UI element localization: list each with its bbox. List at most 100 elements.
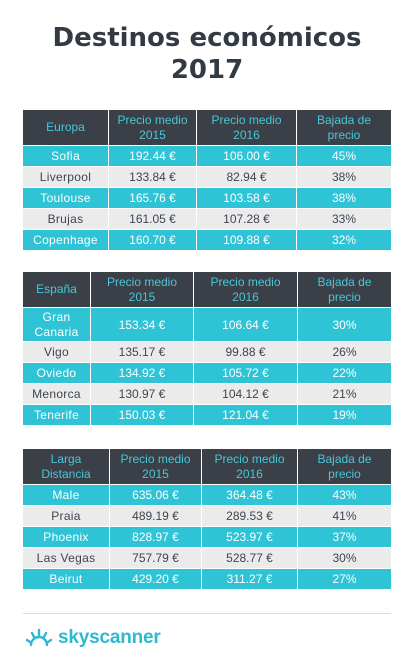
price-2015-cell: 130.97 €	[91, 384, 194, 405]
price-2015-cell: 635.06 €	[110, 485, 202, 506]
table-row: Oviedo 134.92 € 105.72 € 22%	[23, 363, 391, 384]
table-row: Tenerife 150.03 € 121.04 € 19%	[23, 405, 391, 426]
header-price-2016: Precio medio 2016	[197, 110, 297, 146]
price-2016-cell: 99.88 €	[194, 342, 298, 363]
price-2016-cell: 311.27 €	[202, 569, 298, 590]
larga-distancia-table: Larga Distancia Precio medio 2015 Precio…	[23, 449, 391, 590]
price-2016-cell: 103.58 €	[197, 188, 297, 209]
price-2016-cell: 106.64 €	[194, 308, 298, 342]
skyscanner-cloud-icon	[25, 628, 53, 647]
price-2015-cell: 757.79 €	[110, 548, 202, 569]
price-2015-cell: 429.20 €	[110, 569, 202, 590]
table-row: Liverpool 133.84 € 82.94 € 38%	[23, 167, 391, 188]
price-2016-cell: 528.77 €	[202, 548, 298, 569]
header-price-2015: Precio medio 2015	[110, 449, 202, 485]
drop-cell: 27%	[298, 569, 391, 590]
price-2016-cell: 105.72 €	[194, 363, 298, 384]
header-region: España	[23, 272, 91, 308]
title-line-2: 2017	[170, 55, 244, 85]
table-row: Brujas 161.05 € 107.28 € 33%	[23, 209, 391, 230]
page-title: Destinos económicos 2017	[0, 22, 414, 86]
brand-name: skyscanner	[58, 627, 161, 648]
drop-cell: 22%	[298, 363, 391, 384]
city-cell: Male	[23, 485, 110, 506]
title-line-1: Destinos económicos	[52, 23, 362, 53]
price-2016-cell: 82.94 €	[197, 167, 297, 188]
header-price-drop: Bajada de precio	[297, 110, 391, 146]
skyscanner-logo: skyscanner	[24, 625, 161, 651]
city-cell: Tenerife	[23, 405, 91, 426]
drop-cell: 33%	[297, 209, 391, 230]
city-cell: Brujas	[23, 209, 109, 230]
price-2015-cell: 161.05 €	[109, 209, 197, 230]
price-2015-cell: 165.76 €	[109, 188, 197, 209]
drop-cell: 30%	[298, 548, 391, 569]
price-2015-cell: 133.84 €	[109, 167, 197, 188]
drop-cell: 30%	[298, 308, 391, 342]
table-row: Las Vegas 757.79 € 528.77 € 30%	[23, 548, 391, 569]
drop-cell: 21%	[298, 384, 391, 405]
price-2016-cell: 104.12 €	[194, 384, 298, 405]
table-row: Gran Canaria 153.34 € 106.64 € 30%	[23, 308, 391, 342]
drop-cell: 41%	[298, 506, 391, 527]
drop-cell: 26%	[298, 342, 391, 363]
price-2016-cell: 109.88 €	[197, 230, 297, 251]
price-2015-cell: 135.17 €	[91, 342, 194, 363]
header-price-2016: Precio medio 2016	[194, 272, 298, 308]
table-row: Male 635.06 € 364.48 € 43%	[23, 485, 391, 506]
drop-cell: 37%	[298, 527, 391, 548]
price-2016-cell: 364.48 €	[202, 485, 298, 506]
price-2016-cell: 121.04 €	[194, 405, 298, 426]
city-cell: Gran Canaria	[23, 308, 91, 342]
table-row: Sofia 192.44 € 106.00 € 45%	[23, 146, 391, 167]
table-header-row: Europa Precio medio 2015 Precio medio 20…	[23, 110, 391, 146]
header-price-2015: Precio medio 2015	[91, 272, 194, 308]
header-price-2015: Precio medio 2015	[109, 110, 197, 146]
price-2016-cell: 107.28 €	[197, 209, 297, 230]
city-cell: Las Vegas	[23, 548, 110, 569]
drop-cell: 19%	[298, 405, 391, 426]
price-2016-cell: 289.53 €	[202, 506, 298, 527]
price-2015-cell: 150.03 €	[91, 405, 194, 426]
header-region: Europa	[23, 110, 109, 146]
table-row: Beirut 429.20 € 311.27 € 27%	[23, 569, 391, 590]
drop-cell: 45%	[297, 146, 391, 167]
espana-table: España Precio medio 2015 Precio medio 20…	[23, 272, 391, 426]
price-2015-cell: 134.92 €	[91, 363, 194, 384]
header-region: Larga Distancia	[23, 449, 110, 485]
city-cell: Sofia	[23, 146, 109, 167]
price-2016-cell: 106.00 €	[197, 146, 297, 167]
drop-cell: 38%	[297, 188, 391, 209]
table-row: Phoenix 828.97 € 523.97 € 37%	[23, 527, 391, 548]
city-cell: Beirut	[23, 569, 110, 590]
drop-cell: 43%	[298, 485, 391, 506]
table-row: Copenhage 160.70 € 109.88 € 32%	[23, 230, 391, 251]
city-cell: Toulouse	[23, 188, 109, 209]
city-cell: Liverpool	[23, 167, 109, 188]
price-2015-cell: 153.34 €	[91, 308, 194, 342]
table-row: Toulouse 165.76 € 103.58 € 38%	[23, 188, 391, 209]
price-2015-cell: 489.19 €	[110, 506, 202, 527]
header-price-drop: Bajada de precio	[298, 272, 391, 308]
price-2016-cell: 523.97 €	[202, 527, 298, 548]
price-2015-cell: 192.44 €	[109, 146, 197, 167]
city-cell: Praia	[23, 506, 110, 527]
header-price-drop: Bajada de precio	[298, 449, 391, 485]
city-cell: Menorca	[23, 384, 91, 405]
europa-table: Europa Precio medio 2015 Precio medio 20…	[23, 110, 391, 251]
drop-cell: 32%	[297, 230, 391, 251]
drop-cell: 38%	[297, 167, 391, 188]
city-cell: Copenhage	[23, 230, 109, 251]
city-cell: Oviedo	[23, 363, 91, 384]
table-row: Praia 489.19 € 289.53 € 41%	[23, 506, 391, 527]
table-row: Vigo 135.17 € 99.88 € 26%	[23, 342, 391, 363]
table-header-row: España Precio medio 2015 Precio medio 20…	[23, 272, 391, 308]
price-2015-cell: 828.97 €	[110, 527, 202, 548]
footer-divider	[23, 613, 391, 614]
city-cell: Vigo	[23, 342, 91, 363]
city-cell: Phoenix	[23, 527, 110, 548]
table-row: Menorca 130.97 € 104.12 € 21%	[23, 384, 391, 405]
table-header-row: Larga Distancia Precio medio 2015 Precio…	[23, 449, 391, 485]
price-2015-cell: 160.70 €	[109, 230, 197, 251]
header-price-2016: Precio medio 2016	[202, 449, 298, 485]
